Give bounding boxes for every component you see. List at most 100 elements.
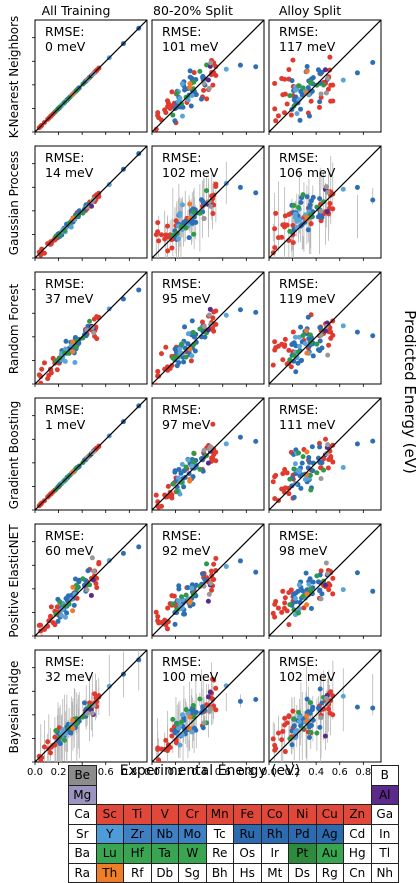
data-point: [319, 476, 324, 481]
data-point: [213, 184, 218, 189]
data-point: [370, 589, 375, 594]
data-point: [272, 226, 277, 231]
data-point: [173, 622, 178, 627]
data-point: [94, 336, 99, 341]
row-title-k-nearest-neighbors: K-Nearest Neighbors: [7, 16, 21, 139]
rmse-label: RMSE:: [45, 528, 85, 543]
data-point: [201, 200, 206, 205]
data-point: [42, 360, 47, 365]
data-point: [172, 118, 177, 123]
data-point: [308, 203, 313, 208]
data-point: [285, 608, 290, 613]
data-point: [253, 439, 258, 444]
data-point: [64, 339, 69, 344]
data-point: [290, 58, 295, 63]
data-point: [308, 700, 313, 705]
data-point: [282, 716, 287, 721]
data-point: [39, 635, 44, 640]
panel-rf-alloy: RMSE:119 meV: [269, 272, 381, 387]
data-point: [319, 209, 324, 214]
data-point: [287, 93, 292, 98]
data-point: [309, 606, 314, 611]
data-point: [370, 197, 375, 202]
data-point: [293, 461, 298, 466]
data-point: [323, 67, 328, 72]
data-point: [62, 738, 67, 743]
data-point: [286, 348, 291, 353]
row-title-random-forest: Random Forest: [7, 284, 21, 375]
data-point: [253, 190, 258, 195]
data-point: [38, 381, 43, 386]
data-point: [180, 114, 185, 119]
data-point: [197, 697, 202, 702]
rmse-value: 0 meV: [45, 39, 86, 54]
data-point: [181, 612, 186, 617]
data-point: [276, 113, 281, 118]
data-point: [341, 78, 346, 83]
data-point: [181, 360, 186, 365]
data-point: [197, 467, 202, 472]
data-point: [306, 227, 311, 232]
data-point: [271, 736, 276, 741]
data-point: [187, 479, 192, 484]
data-point: [89, 593, 94, 598]
data-point: [172, 594, 177, 599]
rmse-value: 117 meV: [279, 39, 336, 54]
data-point: [325, 76, 330, 81]
data-point: [272, 339, 277, 344]
data-point: [341, 187, 346, 192]
data-point: [370, 439, 375, 444]
data-point: [355, 330, 360, 335]
data-point: [328, 689, 333, 694]
data-point: [55, 367, 60, 372]
rmse-value: 60 meV: [45, 543, 94, 558]
data-point: [165, 606, 170, 611]
data-point: [314, 573, 319, 578]
data-point: [174, 489, 179, 494]
data-point: [136, 544, 141, 549]
data-point: [301, 192, 306, 197]
data-point: [199, 97, 204, 102]
data-point: [72, 360, 77, 365]
data-point: [206, 78, 211, 83]
data-point: [330, 712, 335, 717]
x-tick-label: 0.8: [121, 767, 137, 778]
data-point: [272, 743, 277, 748]
data-point: [298, 325, 303, 330]
data-point: [238, 435, 243, 440]
data-point: [202, 448, 207, 453]
data-point: [180, 202, 185, 207]
data-point: [169, 89, 174, 94]
data-point: [224, 564, 229, 569]
data-point: [180, 81, 185, 86]
data-point: [293, 369, 298, 374]
data-point: [176, 583, 181, 588]
rmse-label: RMSE:: [45, 150, 85, 165]
data-point: [207, 312, 212, 317]
data-point: [89, 204, 94, 209]
row-title-positive-elasticnet: Positive ElasticNET: [7, 524, 21, 638]
data-point: [173, 468, 178, 473]
x-tick-label: 0.6: [215, 767, 231, 778]
data-point: [305, 64, 310, 69]
rmse-value: 32 meV: [45, 669, 94, 684]
data-point: [190, 318, 195, 323]
data-point: [308, 488, 313, 493]
data-point: [296, 710, 301, 715]
data-point: [276, 731, 281, 736]
data-point: [184, 707, 189, 712]
data-point: [155, 369, 160, 374]
x-tick-label: 0.4: [191, 767, 207, 778]
data-point: [323, 437, 328, 442]
data-point: [324, 90, 329, 95]
data-point: [326, 465, 331, 470]
data-point: [51, 620, 56, 625]
data-point: [213, 73, 218, 78]
data-point: [253, 697, 258, 702]
data-point: [301, 85, 306, 90]
data-point: [279, 610, 284, 615]
data-point: [96, 561, 101, 566]
data-point: [294, 225, 299, 230]
rmse-value: 100 meV: [162, 669, 219, 684]
